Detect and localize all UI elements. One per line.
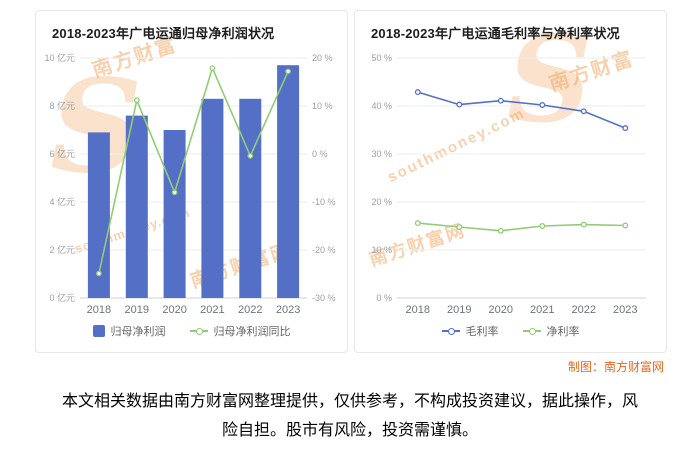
net-profit-chart-panel: S 南方财富 southmoney.com 南方财富网 2018-2023年广电… <box>35 10 348 353</box>
svg-text:2023: 2023 <box>613 304 637 316</box>
svg-text:10 亿元: 10 亿元 <box>44 52 75 63</box>
chart-title-margins: 2018-2023年广电运通毛利率与净利率状况 <box>371 26 620 41</box>
svg-text:-10 %: -10 % <box>312 197 336 207</box>
legend-label-yoy: 归母净利润同比 <box>213 326 291 338</box>
svg-text:2020: 2020 <box>162 304 186 316</box>
legend-item-net-profit[interactable]: 归母净利润 <box>92 323 166 339</box>
bar-series-swatch <box>92 325 105 337</box>
svg-text:10 %: 10 % <box>312 101 333 111</box>
legend-item-gross-margin[interactable]: 毛利率 <box>441 323 499 339</box>
svg-text:6 亿元: 6 亿元 <box>49 148 75 159</box>
svg-text:20 %: 20 % <box>371 197 392 207</box>
svg-text:2021: 2021 <box>200 304 224 316</box>
svg-text:2018: 2018 <box>87 304 111 316</box>
svg-text:0 %: 0 % <box>312 149 328 159</box>
svg-text:8 亿元: 8 亿元 <box>49 100 75 111</box>
legend-label-net-profit: 归母净利润 <box>110 326 166 338</box>
disclaimer-text: 本文相关数据由南方财富网整理提供，仅供参考，不构成投资建议，据此操作，风险自担。… <box>61 393 638 439</box>
legend-label-gross-margin: 毛利率 <box>465 326 499 338</box>
net-profit-chart[interactable]: 0 亿元 2 亿元 4 亿元 6 亿元 8 亿元 10 亿元 -30 % -20 % -10 %… <box>42 46 341 318</box>
line-series-swatch <box>441 327 460 335</box>
page: S 南方财富 southmoney.com 南方财富网 2018-2023年广电… <box>35 10 667 439</box>
svg-text:2 亿元: 2 亿元 <box>49 244 75 255</box>
svg-text:10 %: 10 % <box>371 245 392 255</box>
svg-text:20 %: 20 % <box>312 53 333 63</box>
legend-label-net-margin: 净利率 <box>546 326 580 338</box>
credit-line: 制图：南方财富网 <box>567 360 664 374</box>
svg-text:2022: 2022 <box>238 304 262 316</box>
svg-text:2019: 2019 <box>125 304 149 316</box>
svg-text:50 %: 50 % <box>371 53 392 63</box>
margin-chart-panel: S 南方财富 southmoney.com 南方财富网 2018-2023年广电… <box>354 10 667 353</box>
svg-text:0 亿元: 0 亿元 <box>49 292 75 303</box>
svg-text:-20 %: -20 % <box>312 245 336 255</box>
svg-text:4 亿元: 4 亿元 <box>49 196 75 207</box>
svg-text:-30 %: -30 % <box>312 293 336 303</box>
legend-item-net-margin[interactable]: 净利率 <box>522 323 580 339</box>
svg-text:0 %: 0 % <box>376 293 392 303</box>
net-profit-legend: 归母净利润 归母净利润同比 <box>42 323 341 339</box>
line-series-swatch <box>522 327 541 335</box>
chart-title-net-profit: 2018-2023年广电运通归母净利润状况 <box>52 26 275 41</box>
margin-chart[interactable]: 0 % 10 % 20 % 30 % 40 % 50 % 2018 2019 2020 2021 2… <box>361 46 660 318</box>
svg-text:2020: 2020 <box>489 304 513 316</box>
svg-text:40 %: 40 % <box>371 101 392 111</box>
svg-text:2019: 2019 <box>447 304 471 316</box>
legend-item-yoy[interactable]: 归母净利润同比 <box>189 323 291 339</box>
svg-text:2022: 2022 <box>572 304 596 316</box>
svg-text:2023: 2023 <box>276 304 300 316</box>
line-series-swatch <box>189 327 208 335</box>
svg-text:30 %: 30 % <box>371 149 392 159</box>
svg-text:2018: 2018 <box>406 304 430 316</box>
margin-legend: 毛利率 净利率 <box>361 323 660 339</box>
svg-text:2021: 2021 <box>530 304 554 316</box>
charts-row: S 南方财富 southmoney.com 南方财富网 2018-2023年广电… <box>35 10 667 353</box>
